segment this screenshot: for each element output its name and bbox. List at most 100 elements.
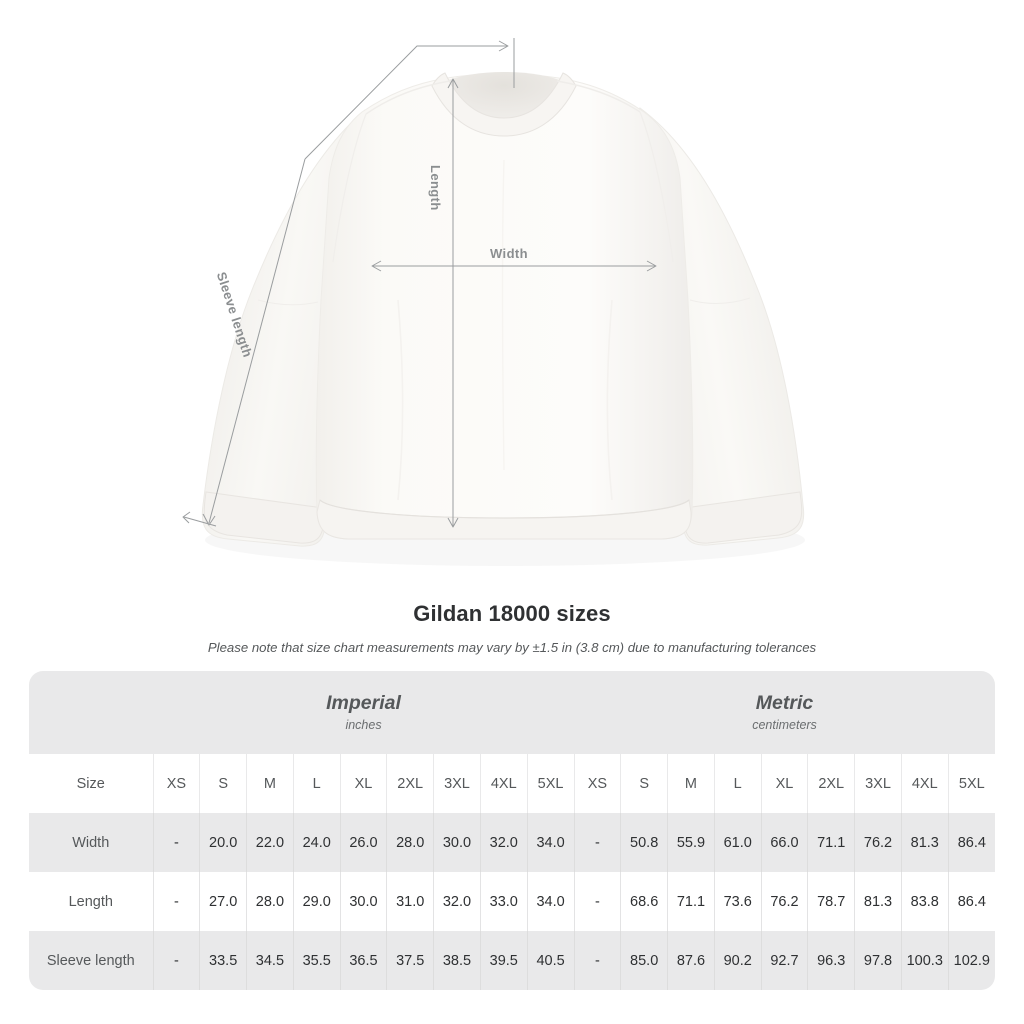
cell-length-metric-5xl: 86.4 — [947, 872, 995, 931]
cell-length-metric-2xl: 78.7 — [807, 872, 855, 931]
size-header-metric-3xl: 3XL — [854, 754, 902, 813]
cell-width-metric-s: 50.8 — [620, 813, 668, 872]
cell-sleeve-length-imperial-2xl: 37.5 — [386, 931, 434, 990]
row-label-header: Size — [29, 754, 153, 813]
cell-width-metric-xl: 66.0 — [760, 813, 808, 872]
row-label-width: Width — [29, 813, 153, 872]
size-header-imperial-2xl: 2XL — [386, 754, 434, 813]
size-header-metric-5xl: 5XL — [947, 754, 995, 813]
cell-sleeve-length-metric-l: 90.2 — [713, 931, 762, 990]
cell-width-imperial-xs: - — [152, 813, 200, 872]
table-row: Width -20.0 22.0 24.0 26.0 28.0 30.0 32.0 34.0-5… — [29, 813, 995, 872]
cell-width-metric-l: 61.0 — [713, 813, 762, 872]
cell-sleeve-length-metric-3xl: 97.8 — [854, 931, 902, 990]
cell-sleeve-length-metric-2xl: 96.3 — [807, 931, 855, 990]
cell-length-metric-m: 71.1 — [667, 872, 715, 931]
cell-sleeve-length-metric-5xl: 102.9 — [947, 931, 995, 990]
unit-group-metric: Metric centimeters — [574, 671, 995, 754]
cell-width-imperial-4xl: 32.0 — [479, 813, 528, 872]
cell-width-metric-m: 55.9 — [667, 813, 715, 872]
cell-sleeve-length-imperial-4xl: 39.5 — [479, 931, 528, 990]
unit-group-name: Imperial — [326, 691, 401, 714]
cell-length-imperial-xs: - — [152, 872, 200, 931]
cell-length-imperial-m: 28.0 — [246, 872, 294, 931]
cell-sleeve-length-imperial-3xl: 38.5 — [433, 931, 481, 990]
cell-length-metric-xl: 76.2 — [760, 872, 808, 931]
cell-length-metric-l: 73.6 — [713, 872, 762, 931]
unit-group-header-row: Imperial inches Metric centimeters — [29, 671, 995, 754]
unit-group-unit: centimeters — [752, 717, 817, 732]
cell-width-metric-2xl: 71.1 — [807, 813, 855, 872]
cell-length-imperial-2xl: 31.0 — [386, 872, 434, 931]
table-row: Sleeve length -33.5 34.5 35.5 36.5 37.5 38.5 39… — [29, 931, 995, 990]
table-row: Length -27.0 28.0 29.0 30.0 31.0 32.0 33.0 34.0-… — [29, 872, 995, 931]
row-label-sleeve-length: Sleeve length — [29, 931, 153, 990]
cell-length-imperial-4xl: 33.0 — [479, 872, 528, 931]
width-arrow — [371, 260, 657, 272]
cell-width-imperial-3xl: 30.0 — [433, 813, 481, 872]
cell-width-metric-xs: - — [573, 813, 621, 872]
size-header-metric-l: L — [713, 754, 762, 813]
cell-width-metric-4xl: 81.3 — [900, 813, 949, 872]
cell-width-imperial-xl: 26.0 — [339, 813, 387, 872]
shoulder-guide — [304, 38, 515, 160]
cell-width-imperial-s: 20.0 — [199, 813, 247, 872]
cell-sleeve-length-imperial-l: 35.5 — [292, 931, 341, 990]
unit-group-unit: inches — [345, 717, 382, 732]
unit-header-spacer — [29, 671, 153, 754]
cell-length-metric-s: 68.6 — [620, 872, 668, 931]
size-chart-container: Imperial inches Metric centimeters Size XS S M L… — [29, 671, 995, 990]
dimension-label-width: Width — [490, 246, 528, 261]
size-header-metric-xs: XS — [573, 754, 621, 813]
cell-length-imperial-5xl: 34.0 — [526, 872, 575, 931]
cell-length-imperial-3xl: 32.0 — [433, 872, 481, 931]
unit-group-name: Metric — [755, 691, 814, 714]
cell-width-metric-5xl: 86.4 — [947, 813, 995, 872]
cell-width-imperial-2xl: 28.0 — [386, 813, 434, 872]
sleeve-length-arrow — [182, 158, 306, 527]
size-header-imperial-l: L — [292, 754, 341, 813]
garment-body — [201, 72, 805, 547]
row-label-length: Length — [29, 872, 153, 931]
measurement-guides — [182, 38, 657, 528]
page-title: Gildan 18000 sizes — [413, 601, 611, 626]
size-header-row: Size XS S M L XL 2XL 3XL 4XL 5XL XS S M L XL 2XL 3XL 4XL 5… — [29, 754, 995, 813]
cell-width-imperial-l: 24.0 — [292, 813, 341, 872]
size-header-metric-xl: XL — [760, 754, 808, 813]
cell-length-metric-xs: - — [573, 872, 621, 931]
cell-sleeve-length-imperial-xs: - — [152, 931, 200, 990]
cell-length-imperial-xl: 30.0 — [339, 872, 387, 931]
size-header-metric-2xl: 2XL — [807, 754, 855, 813]
size-chart-table: Imperial inches Metric centimeters Size XS S M L… — [29, 671, 995, 990]
heading-block: Gildan 18000 sizes Please note that size… — [0, 598, 1024, 657]
sweatshirt-illustration — [182, 38, 805, 547]
page-subtitle: Please note that size chart measurements… — [207, 640, 817, 655]
cell-sleeve-length-imperial-s: 33.5 — [199, 931, 247, 990]
length-arrow — [447, 78, 459, 528]
size-header-metric-s: S — [620, 754, 668, 813]
cell-width-metric-3xl: 76.2 — [854, 813, 902, 872]
dimension-label-length: Length — [428, 165, 443, 211]
size-header-imperial-4xl: 4XL — [479, 754, 528, 813]
cell-length-imperial-l: 29.0 — [292, 872, 341, 931]
cell-width-imperial-m: 22.0 — [246, 813, 294, 872]
size-header-imperial-s: S — [199, 754, 247, 813]
cell-length-imperial-s: 27.0 — [199, 872, 247, 931]
size-header-imperial-m: M — [246, 754, 294, 813]
cell-sleeve-length-metric-s: 85.0 — [620, 931, 668, 990]
cell-sleeve-length-metric-4xl: 100.3 — [900, 931, 949, 990]
cell-sleeve-length-imperial-5xl: 40.5 — [526, 931, 575, 990]
product-figure: Length Width Sleeve length — [182, 38, 805, 547]
size-header-metric-4xl: 4XL — [900, 754, 949, 813]
size-header-metric-m: M — [667, 754, 715, 813]
cell-sleeve-length-metric-xl: 92.7 — [760, 931, 808, 990]
size-header-imperial-3xl: 3XL — [433, 754, 481, 813]
cell-width-imperial-5xl: 34.0 — [526, 813, 575, 872]
cell-length-metric-4xl: 83.8 — [900, 872, 949, 931]
size-header-imperial-xl: XL — [339, 754, 387, 813]
cell-sleeve-length-imperial-m: 34.5 — [246, 931, 294, 990]
size-header-imperial-xs: XS — [152, 754, 200, 813]
cell-sleeve-length-imperial-xl: 36.5 — [339, 931, 387, 990]
cell-sleeve-length-metric-xs: - — [573, 931, 621, 990]
unit-group-imperial: Imperial inches — [153, 671, 575, 754]
